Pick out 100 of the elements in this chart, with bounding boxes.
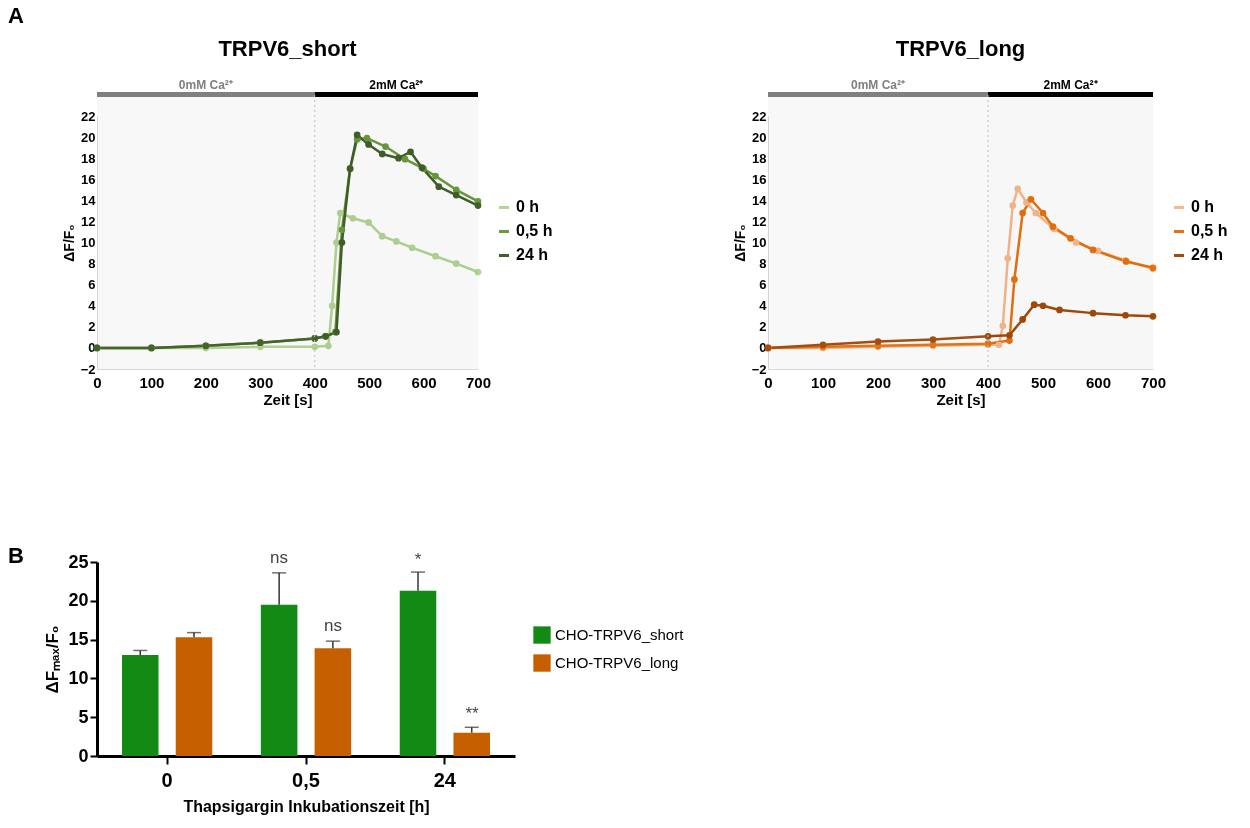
point [999, 322, 1007, 330]
band-label: 2mM Ca²⁺ [369, 78, 424, 92]
x-tick-label: 100 [139, 373, 165, 391]
y-axis-title: ΔF/F₀ [60, 224, 77, 262]
x-tick-label: 700 [465, 373, 492, 391]
y-tick-label: 18 [81, 150, 96, 166]
y-tick-label: 20 [752, 129, 767, 145]
y-tick-label: 14 [81, 192, 97, 208]
point [365, 219, 372, 226]
x-tick-label: 0 [161, 768, 173, 791]
point [1039, 209, 1047, 217]
x-tick-label: 700 [1140, 373, 1167, 391]
y-tick-label: 8 [88, 256, 96, 272]
x-tick-label: 200 [193, 373, 219, 391]
y-tick-label: 12 [752, 213, 767, 229]
point [1032, 209, 1040, 217]
point [452, 191, 460, 199]
point [1011, 276, 1018, 283]
text: A [8, 3, 24, 28]
point [1056, 306, 1063, 314]
point [311, 343, 319, 351]
point [1023, 199, 1030, 206]
bar [453, 732, 490, 756]
x-axis-title: Zeit [s] [263, 390, 313, 408]
point [328, 302, 336, 310]
x-axis-title: Zeit [s] [936, 390, 986, 408]
point [1014, 185, 1022, 193]
x-tick-label: 400 [302, 373, 328, 391]
x-tick-label: 300 [248, 373, 274, 391]
y-tick-label: 15 [68, 629, 89, 650]
annotation: ns [270, 548, 288, 567]
y-axis-title: ΔFₘₐₓ/F₀ [43, 625, 63, 694]
x-axis-title: Thapsigargin Inkubationszeit [h] [183, 797, 430, 815]
x-tick-label: 300 [920, 373, 947, 391]
point [432, 172, 439, 180]
point [474, 202, 482, 209]
y-tick-label: −2 [751, 361, 767, 377]
legend-label: 0 h [1191, 198, 1215, 216]
legend-label: 0,5 h [1191, 222, 1228, 240]
chart-title: TRPV6_long [895, 36, 1026, 61]
point [365, 141, 372, 148]
point [1019, 316, 1026, 323]
point [393, 238, 400, 245]
point [407, 148, 414, 156]
band-label: 0mM Ca²⁺ [178, 78, 233, 92]
bar [399, 590, 437, 756]
y-tick-label: 6 [759, 277, 767, 293]
point [1089, 246, 1097, 254]
y-tick-label: 10 [752, 235, 767, 250]
point [1004, 254, 1012, 262]
y-tick-label: 20 [81, 129, 96, 145]
y-tick-label: 10 [81, 235, 96, 250]
annotation: * [414, 550, 422, 569]
legend-label: 24 h [516, 246, 549, 264]
y-tick-label: 0 [78, 745, 89, 766]
point [363, 134, 371, 142]
point [353, 131, 361, 139]
band-label: 0mM Ca²⁺ [850, 78, 906, 92]
point [333, 239, 340, 246]
x-tick-label: 100 [810, 373, 837, 391]
y-tick-label: 14 [752, 192, 768, 208]
point [432, 252, 439, 260]
y-tick-label: 6 [88, 277, 96, 293]
x-tick-label: 200 [865, 373, 892, 391]
y-tick-label: 22 [752, 108, 767, 124]
point [1009, 202, 1017, 209]
point [929, 336, 937, 343]
text: B [8, 543, 24, 568]
legend-label: CHO-TRPV6_short [555, 626, 685, 644]
x-tick-label: 500 [1030, 373, 1057, 391]
annotation: ns [324, 616, 342, 635]
x-tick-label: 24 [433, 768, 457, 791]
band-label: 2mM Ca²⁺ [1043, 78, 1098, 92]
y-tick-label: 5 [78, 706, 89, 727]
y-tick-label: 2 [88, 319, 96, 335]
point [338, 226, 346, 234]
bar [314, 648, 352, 756]
point [1030, 301, 1038, 309]
y-axis-title: ΔF/F₀ [731, 224, 748, 262]
point [324, 342, 332, 350]
point [1039, 302, 1047, 310]
point [474, 268, 482, 276]
point [995, 341, 1003, 349]
point [378, 232, 386, 240]
point [395, 154, 402, 162]
y-tick-label: 4 [759, 298, 768, 314]
x-tick-label: 0,5 [292, 768, 320, 791]
y-tick-label: 4 [88, 298, 97, 314]
point [874, 338, 882, 345]
point [401, 155, 409, 163]
point [382, 143, 389, 150]
point [336, 209, 344, 217]
y-tick-label: 12 [81, 213, 96, 229]
legend-label: 0 h [516, 198, 540, 216]
x-tick-label: 500 [357, 373, 383, 391]
chart-title: TRPV6_short [218, 36, 358, 61]
x-tick-label: 400 [975, 373, 1002, 391]
legend-label: CHO-TRPV6_long [555, 654, 679, 672]
point [378, 150, 386, 158]
x-tick-label: 600 [411, 373, 437, 391]
